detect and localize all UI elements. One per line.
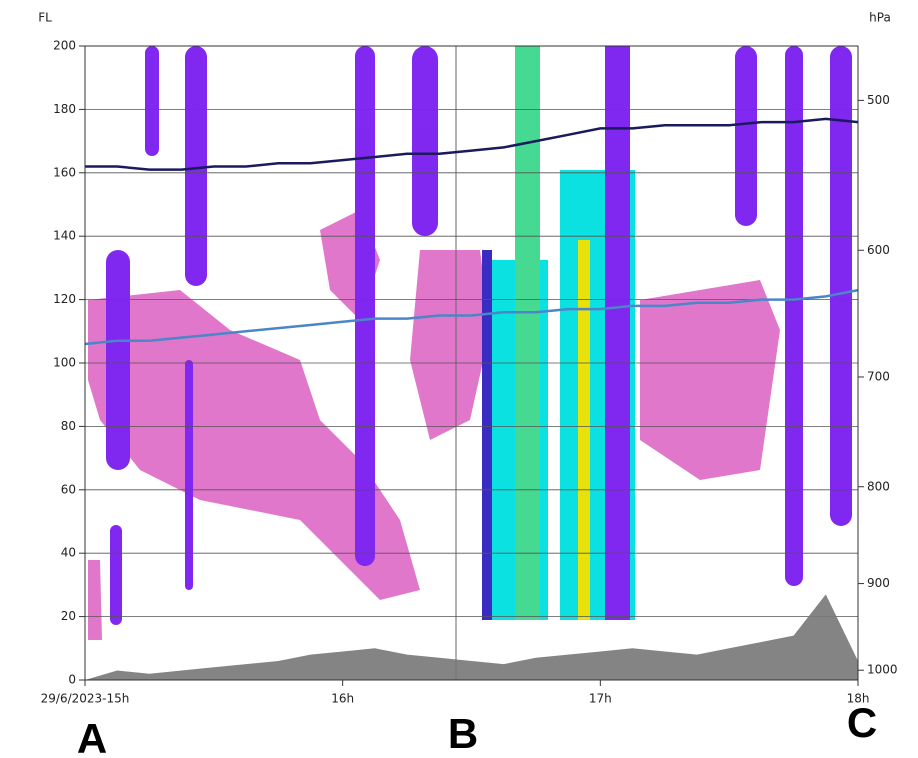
- y-tick-label: 200: [53, 39, 76, 53]
- convective-cell: [515, 46, 540, 620]
- annotation: B: [448, 710, 478, 757]
- y-tick-label: 20: [61, 609, 76, 623]
- y-tick-label: 40: [61, 546, 76, 560]
- y-tick-label: 80: [61, 419, 76, 433]
- y2-tick-label: 800: [867, 479, 890, 493]
- y2-axis-label: hPa: [869, 11, 891, 25]
- y-tick-label: 140: [53, 229, 76, 243]
- humidity-area: [88, 560, 102, 640]
- y2-tick-label: 600: [867, 243, 890, 257]
- y-tick-label: 0: [68, 673, 76, 687]
- y-tick-label: 160: [53, 165, 76, 179]
- y-axis-label: FL: [38, 11, 52, 25]
- series-line: [85, 117, 859, 171]
- cloud-fields: [88, 46, 852, 640]
- x-tick-label: 16h: [331, 692, 354, 706]
- plot-frame: [84, 45, 859, 681]
- x-tick-label: 29/6/2023-15h: [41, 692, 130, 706]
- humidity-area: [410, 250, 490, 440]
- humidity-area: [640, 280, 780, 480]
- y-tick-label: 180: [53, 102, 76, 116]
- y-tick-label: 100: [53, 356, 76, 370]
- convective-cell: [578, 240, 590, 620]
- series-line: [84, 288, 859, 346]
- humidity-area: [88, 290, 420, 600]
- y2-tick-label: 700: [867, 369, 890, 383]
- annotation: A: [77, 715, 107, 758]
- convective-streaks: [106, 46, 852, 625]
- y-tick-label: 120: [53, 292, 76, 306]
- y-tick-label: 60: [61, 482, 76, 496]
- terrain-area: [85, 594, 858, 680]
- y2-tick-label: 1000: [867, 663, 898, 677]
- y2-tick-label: 900: [867, 576, 890, 590]
- annotation: C: [847, 699, 877, 746]
- x-tick-label: 17h: [589, 692, 612, 706]
- y2-tick-label: 500: [867, 93, 890, 107]
- x-tick-label: 18h: [847, 692, 870, 706]
